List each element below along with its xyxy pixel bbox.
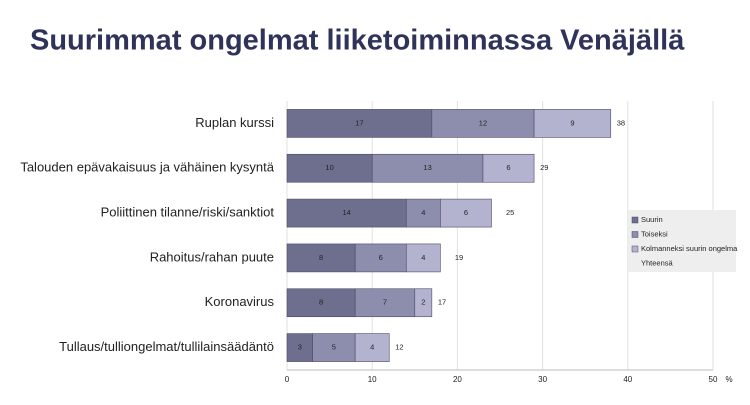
value-label: 9 [570,118,574,127]
bar-segment [371,153,484,183]
value-label: 2 [421,298,425,307]
x-tick-label: 40 [623,375,632,384]
value-label: 4 [421,208,425,217]
legend-label: Yhteensä [641,258,674,267]
value-label: 6 [379,253,383,262]
bar-segment [354,333,390,362]
legend-swatch [631,216,639,224]
value-label: 17 [355,118,363,127]
x-tick-label: 0 [285,375,290,384]
bar-segment [286,198,407,228]
y-tick-label: Poliittinen tilanne/riski/sanktiot [101,205,275,220]
bar-segment [312,333,356,362]
x-tick-label: 30 [538,375,547,384]
value-label: 4 [421,253,425,262]
x-tick-label: 50 [709,375,718,384]
bar-segment [286,288,356,318]
legend-label: Toiseksi [641,229,668,238]
value-label: 5 [332,343,336,352]
value-label: 10 [325,163,333,172]
y-tick-label: Koronavirus [205,294,275,309]
value-label: 8 [319,298,323,307]
value-label: 4 [370,343,374,352]
y-tick-label: Tullaus/tulliongelmat/tullilainsäädäntö [59,339,274,354]
value-label: 3 [298,343,302,352]
x-axis-unit: % [725,375,732,384]
bar-segment [482,153,535,183]
y-tick-label: Ruplan kurssi [195,115,274,130]
chart-title: Suurimmat ongelmat liiketoiminnassa Venä… [30,25,685,57]
x-tick-label: 10 [368,375,377,384]
bar-segment [533,109,612,138]
total-label: 38 [617,118,625,127]
bar-segment [405,243,441,273]
bar-segment [286,153,373,183]
total-label: 12 [395,343,403,352]
total-label: 17 [438,298,446,307]
value-label: 12 [479,118,487,127]
x-tick-label: 20 [453,375,462,384]
legend-label: Suurin [641,215,663,224]
value-label: 13 [423,163,431,172]
bar-segment [405,198,441,228]
value-label: 7 [383,298,387,307]
value-label: 8 [319,253,323,262]
legend-swatch [631,231,639,238]
bar-segment [286,333,313,362]
y-tick-label: Talouden epävakaisuus ja vähäinen kysynt… [20,160,274,175]
bar-segment [286,243,356,273]
legend-swatch [631,245,639,253]
total-label: 19 [455,253,463,262]
value-label: 6 [506,163,510,172]
bar-segment [431,109,535,138]
value-label: 6 [464,208,468,217]
y-tick-label: Rahoitus/rahan puute [150,249,274,264]
bar-segment [414,288,433,318]
total-label: 25 [506,208,514,217]
bar-segment [440,198,492,228]
total-label: 29 [540,163,548,172]
legend-label: Kolmanneksi suurin ongelma [641,244,738,253]
value-label: 14 [342,208,350,217]
bar-segment [354,243,407,273]
legend-box [628,210,736,272]
bar-segment [354,288,416,318]
